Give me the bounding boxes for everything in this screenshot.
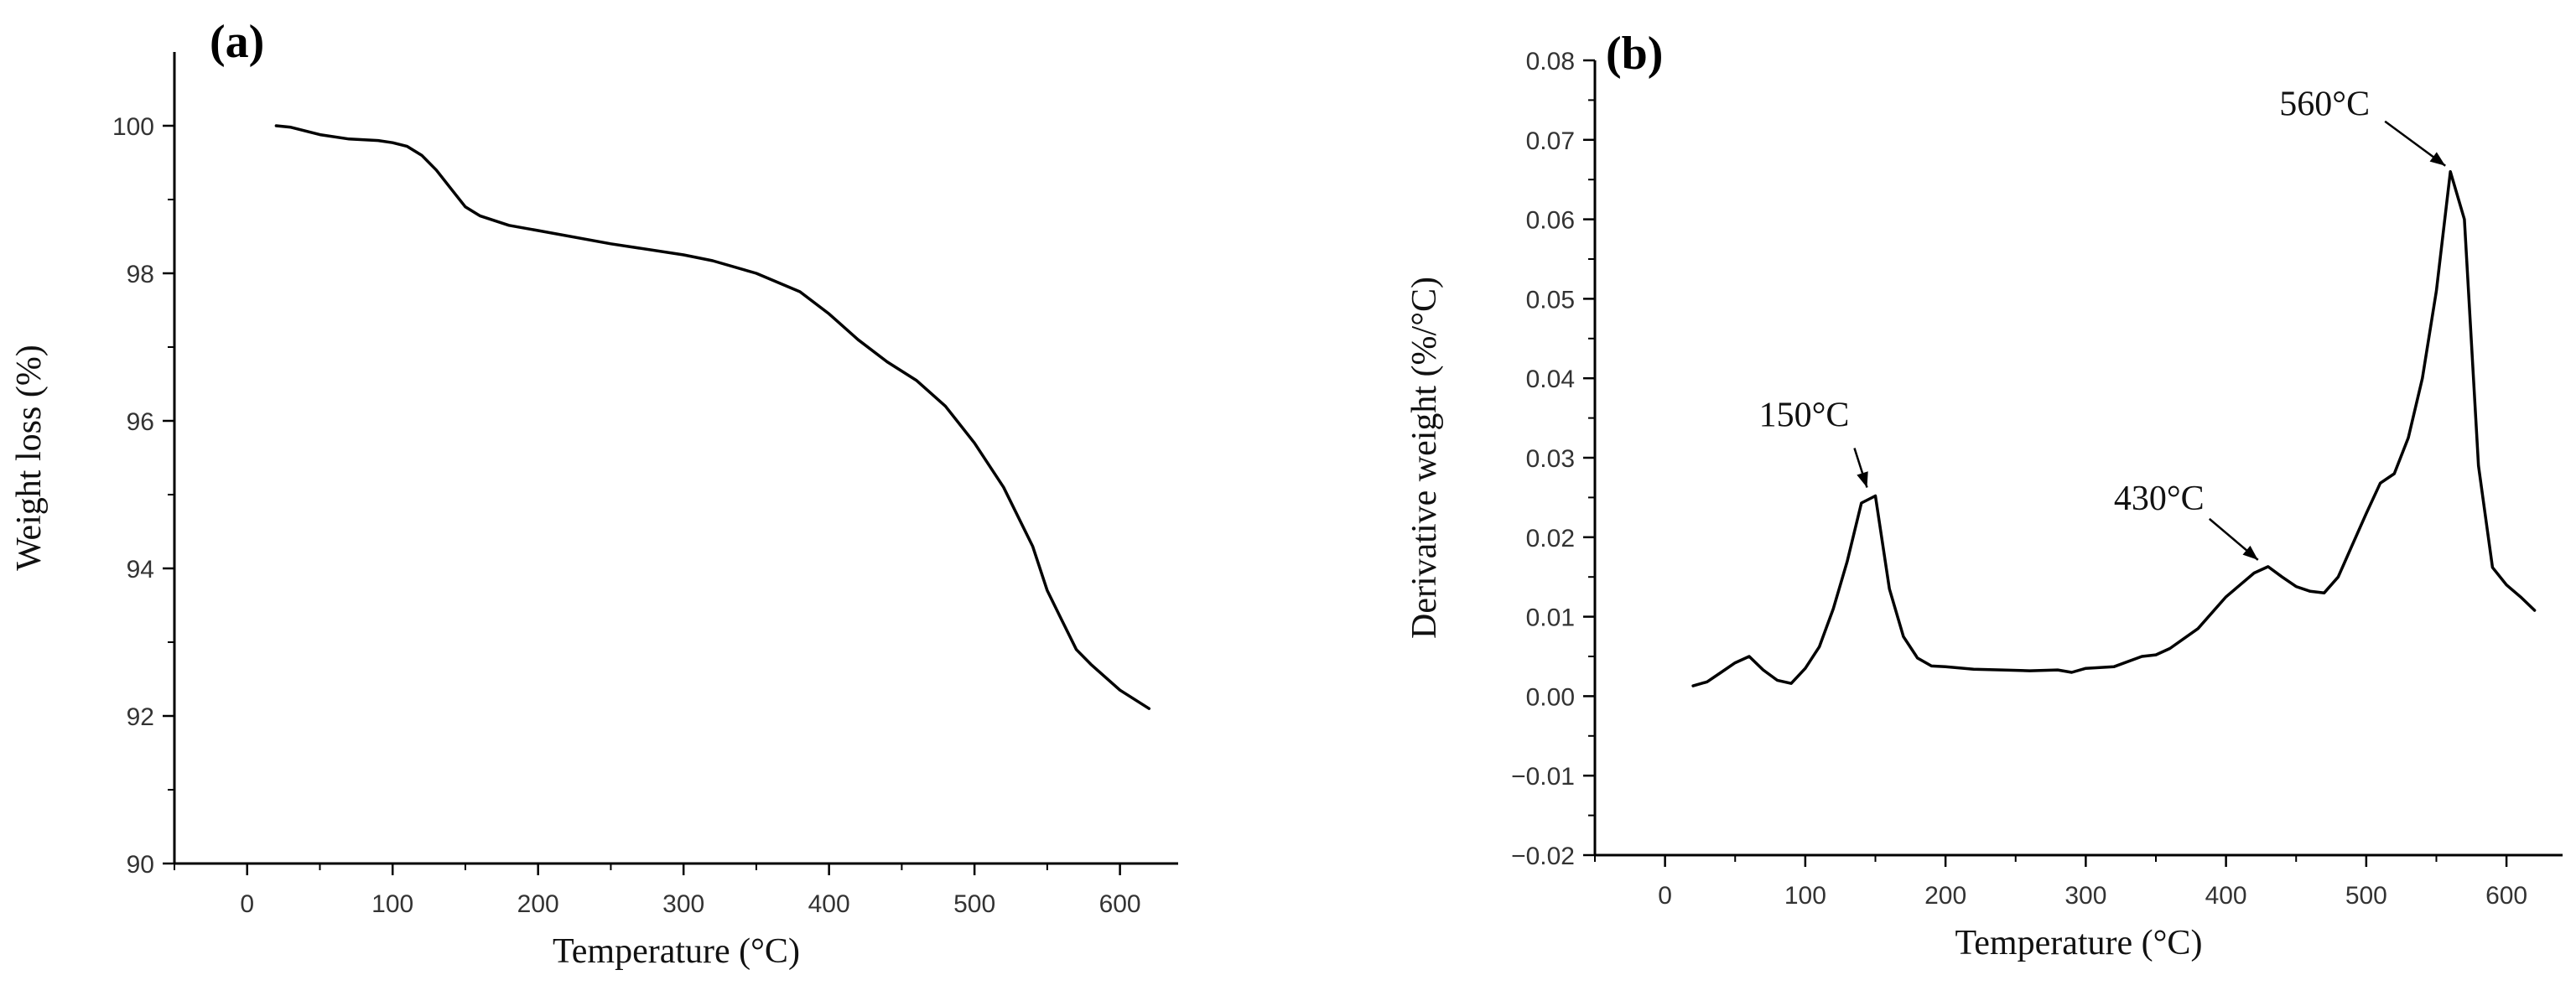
panel-a: 0 100 200 300 400 500 600 90 92 94 96 98 100 Temperat… <box>10 16 1178 971</box>
y-tick-label: 0.03 <box>1526 445 1575 473</box>
x-tick-label: 600 <box>2485 882 2527 910</box>
y-tick-label: 0.00 <box>1526 683 1575 711</box>
y-tick-label: 96 <box>127 408 154 436</box>
x-tick-label: 0 <box>240 890 254 918</box>
x-axis-title: Temperature (°C) <box>553 932 800 971</box>
panel-label: (b) <box>1606 28 1663 80</box>
y-axis-title: Derivative weight (%/°C) <box>1405 277 1444 639</box>
y-tick-label: 90 <box>127 851 154 879</box>
y-tick-label: 100 <box>112 113 154 141</box>
y-tick-label: 0.05 <box>1526 286 1575 314</box>
y-tick-label: 0.01 <box>1526 604 1575 632</box>
y-tick-label: 0.02 <box>1526 525 1575 552</box>
panel-b: 0 100 200 300 400 500 600 −0.02 −0.01 0.00 0.01 0.0… <box>1405 28 2563 962</box>
y-tick-label: 92 <box>127 703 154 731</box>
peak-annotation: 430°C <box>2114 480 2205 518</box>
annotation-arrowhead <box>2242 545 2258 560</box>
x-tick-label: 200 <box>1924 882 1966 910</box>
y-tick-label: 0.08 <box>1526 48 1575 75</box>
x-tick-label: 200 <box>517 890 559 918</box>
x-tick-label: 300 <box>2064 882 2106 910</box>
y-tick-label: 0.04 <box>1526 366 1575 393</box>
y-tick-label: −0.01 <box>1511 763 1575 791</box>
panel-label: (a) <box>210 16 264 68</box>
x-tick-label: 400 <box>2205 882 2247 910</box>
x-tick-label: 100 <box>371 890 413 918</box>
y-tick-label: 98 <box>127 261 154 288</box>
series-line-dtg <box>1691 169 2537 687</box>
x-tick-label: 0 <box>1658 882 1672 910</box>
annotation-arrowhead <box>2429 152 2446 166</box>
x-tick-label: 300 <box>662 890 704 918</box>
x-tick-label: 400 <box>808 890 850 918</box>
series-line-tg <box>274 124 1151 710</box>
annotation-arrowhead <box>1857 471 1868 488</box>
x-tick-label: 600 <box>1099 890 1141 918</box>
x-tick-label: 500 <box>2345 882 2387 910</box>
peak-annotation: 150°C <box>1759 397 1850 435</box>
y-tick-label: 0.07 <box>1526 127 1575 155</box>
y-tick-label: −0.02 <box>1511 843 1575 870</box>
peak-annotation: 560°C <box>2279 86 2370 124</box>
x-tick-label: 500 <box>953 890 995 918</box>
y-tick-label: 94 <box>127 556 154 583</box>
y-axis-title: Weight loss (%) <box>10 345 49 571</box>
x-tick-label: 100 <box>1784 882 1826 910</box>
y-tick-label: 0.06 <box>1526 207 1575 235</box>
x-axis-title: Temperature (°C) <box>1955 924 2203 962</box>
